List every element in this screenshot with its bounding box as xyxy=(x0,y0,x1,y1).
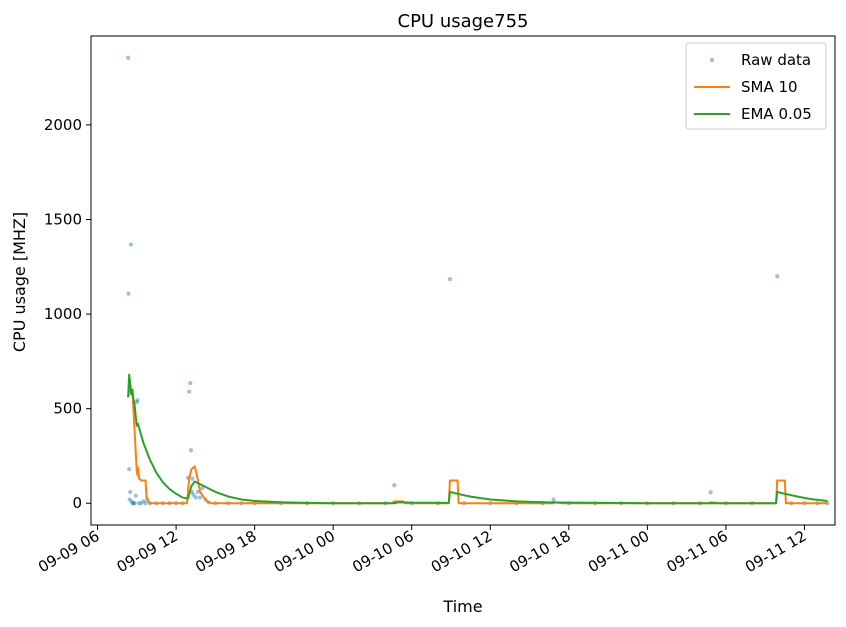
x-tick-label: 09-10 06 xyxy=(349,527,416,576)
data-point xyxy=(127,497,132,502)
data-point xyxy=(128,489,133,494)
data-point xyxy=(187,389,192,394)
y-tick-label: 1000 xyxy=(44,305,82,323)
data-point xyxy=(392,483,397,488)
x-tick-label: 09-09 06 xyxy=(35,527,102,576)
data-point xyxy=(197,495,203,500)
legend-marker-raw-data xyxy=(709,57,715,63)
x-tick-label: 09-11 12 xyxy=(742,527,809,576)
series-line-sma-10 xyxy=(127,386,828,505)
data-point xyxy=(188,448,194,453)
y-tick-label: 2000 xyxy=(44,116,82,134)
data-group xyxy=(125,55,830,506)
chart-title: CPU usage755 xyxy=(398,11,529,32)
data-point xyxy=(190,476,195,481)
data-point xyxy=(143,501,148,506)
x-tick-label: 09-10 00 xyxy=(271,527,338,576)
x-tick-label: 09-09 18 xyxy=(192,527,259,576)
x-tick-label: 09-09 12 xyxy=(114,527,181,576)
data-point xyxy=(133,493,138,498)
data-point xyxy=(132,501,137,506)
x-tick-label: 09-10 18 xyxy=(506,527,573,576)
data-point xyxy=(191,492,196,497)
data-point xyxy=(200,486,205,491)
legend-label-raw-data: Raw data xyxy=(741,51,811,69)
legend: Raw data SMA 10 EMA 0.05 xyxy=(685,42,827,130)
series-line-ema-0-05 xyxy=(127,373,828,505)
legend-label-sma-10: SMA 10 xyxy=(741,78,798,96)
x-axis-label: Time xyxy=(442,597,482,616)
data-point xyxy=(551,497,556,502)
y-tick-label: 500 xyxy=(53,400,82,418)
data-point xyxy=(130,501,135,506)
data-point xyxy=(134,399,139,405)
data-point xyxy=(193,495,198,500)
data-point xyxy=(139,501,144,506)
legend-box xyxy=(685,42,827,130)
data-point xyxy=(129,499,134,504)
data-point xyxy=(447,276,453,282)
axes-frame xyxy=(90,35,836,526)
data-point xyxy=(188,381,193,386)
data-point xyxy=(708,490,713,495)
x-tick-label: 09-11 06 xyxy=(663,527,730,576)
data-point xyxy=(128,242,134,247)
y-tick-label: 0 xyxy=(72,494,82,512)
data-point xyxy=(127,467,132,472)
data-point xyxy=(136,501,142,506)
data-point xyxy=(141,499,146,504)
y-axis-label: CPU usage [MHZ] xyxy=(10,212,29,352)
data-point xyxy=(126,291,131,296)
y-tick-label: 1500 xyxy=(44,210,82,228)
data-point xyxy=(135,398,140,403)
plot-area xyxy=(125,55,830,506)
x-tick-label: 09-11 00 xyxy=(585,527,652,576)
x-tick-label: 09-10 12 xyxy=(428,527,495,576)
data-point xyxy=(131,501,136,506)
data-point xyxy=(125,55,131,60)
data-point xyxy=(775,274,780,279)
legend-label-ema-0-05: EMA 0.05 xyxy=(741,105,812,123)
